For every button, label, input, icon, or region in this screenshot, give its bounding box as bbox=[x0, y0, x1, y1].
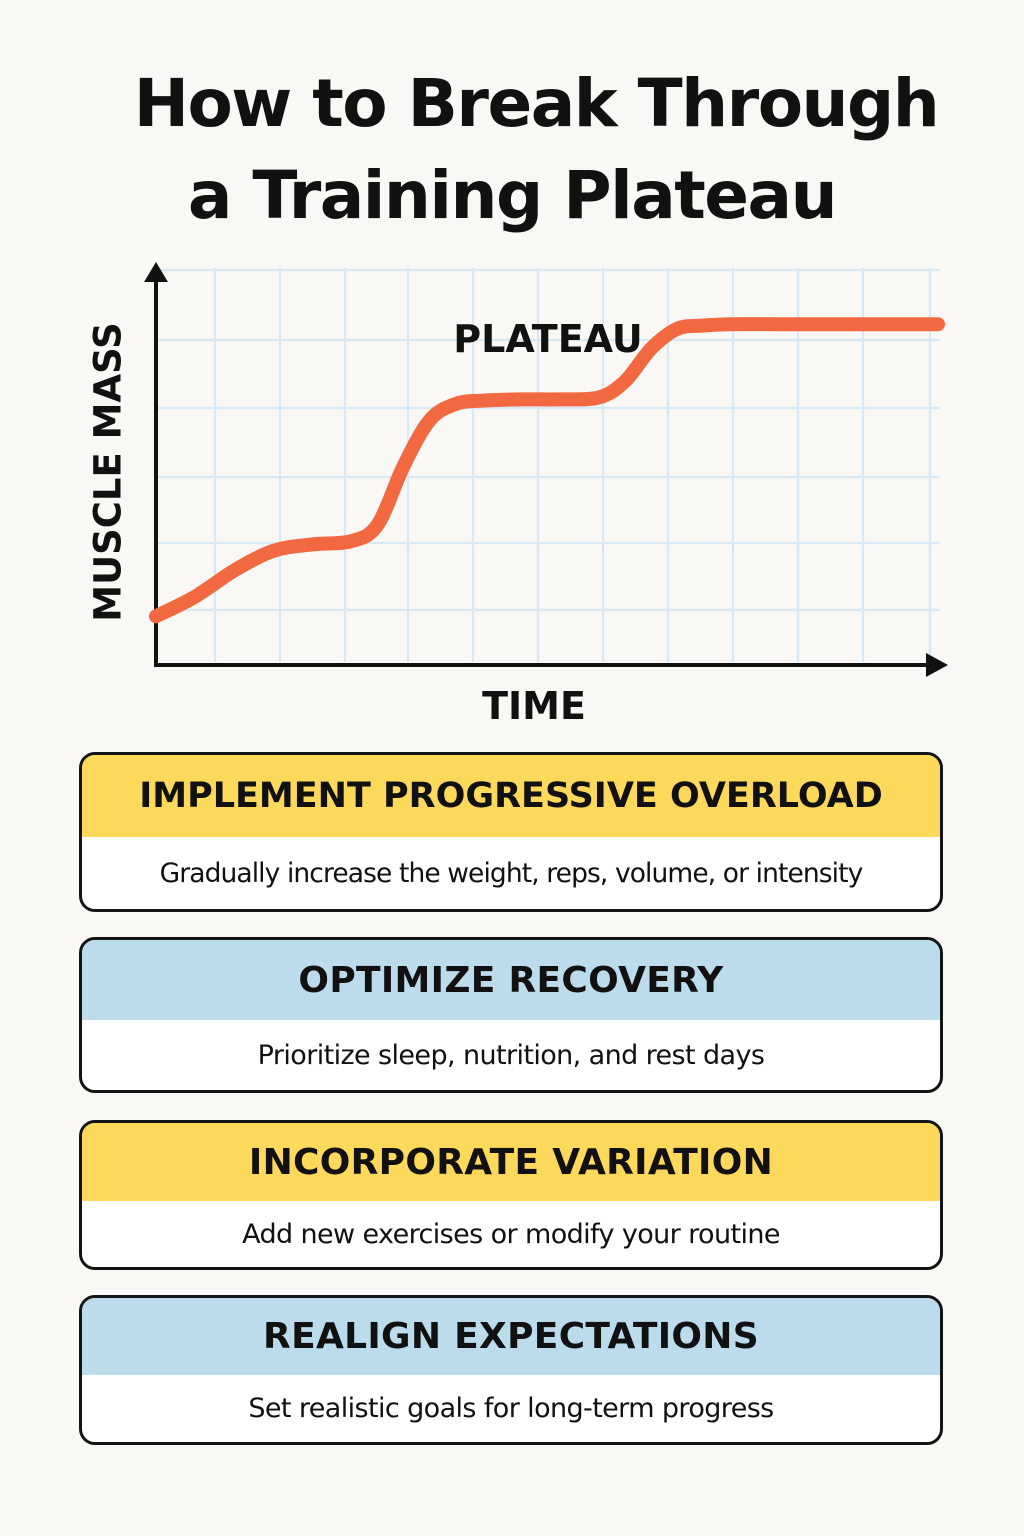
tip-card-optimize-recovery: OPTIMIZE RECOVERY Prioritize sleep, nutr… bbox=[79, 937, 943, 1093]
chart-canvas: PLATEAU bbox=[144, 262, 948, 677]
y-axis-label: MUSCLE MASS bbox=[86, 322, 130, 622]
tip-card-incorporate-variation: INCORPORATE VARIATION Add new exercises … bbox=[79, 1120, 943, 1270]
x-axis-arrow-icon bbox=[926, 653, 948, 677]
title-line-2: a Training Plateau bbox=[187, 157, 838, 234]
tip-text: Add new exercises or modify your routine bbox=[242, 1218, 780, 1250]
tip-text: Gradually increase the weight, reps, vol… bbox=[159, 857, 864, 889]
tip-heading: INCORPORATE VARIATION bbox=[82, 1123, 940, 1201]
tip-text: Set realistic goals for long-term progre… bbox=[248, 1393, 774, 1424]
tip-heading: OPTIMIZE RECOVERY bbox=[82, 940, 940, 1020]
tip-text: Prioritize sleep, nutrition, and rest da… bbox=[257, 1039, 765, 1071]
tip-card-realign-expectations: REALIGN EXPECTATIONS Set realistic goals… bbox=[79, 1295, 943, 1445]
chart-grid bbox=[156, 268, 940, 662]
chart-series bbox=[149, 317, 945, 624]
chart-axes bbox=[144, 262, 948, 677]
tip-heading: REALIGN EXPECTATIONS bbox=[82, 1298, 940, 1375]
muscle-mass-chart: PLATEAU bbox=[0, 250, 1024, 740]
page-title: How to Break Through a Training Plateau bbox=[0, 58, 1024, 242]
plateau-annotation: PLATEAU bbox=[453, 317, 643, 361]
tip-heading: IMPLEMENT PROGRESSIVE OVERLOAD bbox=[82, 755, 940, 837]
series-line-muscle-mass bbox=[149, 317, 945, 624]
title-line-1: How to Break Through bbox=[133, 65, 940, 142]
tip-card-progressive-overload: IMPLEMENT PROGRESSIVE OVERLOAD Gradually… bbox=[79, 752, 943, 912]
y-axis-arrow-icon bbox=[144, 262, 168, 282]
x-axis-label: TIME bbox=[482, 684, 586, 728]
